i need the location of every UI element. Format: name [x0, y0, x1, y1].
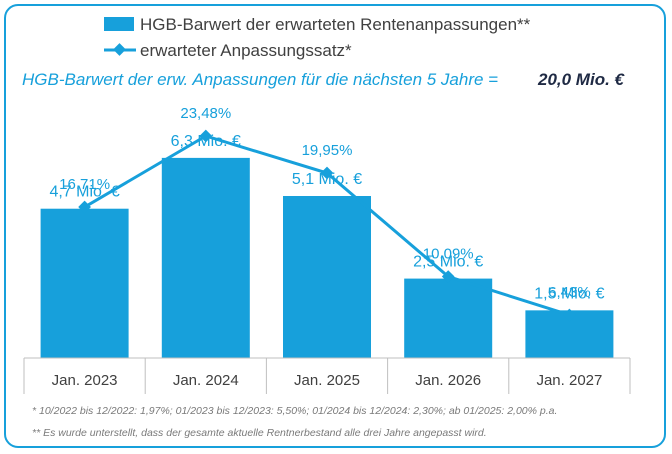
bar — [161, 157, 250, 358]
x-tick-label: Jan. 2023 — [52, 372, 118, 389]
line-marker — [441, 270, 455, 283]
x-axis-ticks: Jan. 2023 Jan. 2024 Jan. 2025 Jan. 2026 Jan.… — [23, 358, 631, 394]
legend: HGB-Barwert der erwarteten Rentenanpassu… — [104, 15, 531, 60]
footnote-2: ** Es wurde unterstellt, dass der gesamt… — [32, 427, 487, 439]
line-value-label: 10,09% — [423, 246, 474, 263]
line-marker — [78, 200, 91, 214]
summary-value: 20,0 Mio. € — [537, 70, 626, 89]
bar — [283, 196, 371, 358]
bar — [40, 208, 129, 358]
bar-value-label: 2,5 Mio. € — [413, 254, 483, 271]
footnote-1: * 10/2022 bis 12/2022: 1,97%; 01/2023 bi… — [32, 405, 557, 417]
line-value-label: 23,48% — [180, 105, 231, 122]
summary-label: HGB-Barwert der erw. Anpassungen für die… — [22, 70, 498, 89]
line-marker — [320, 166, 334, 180]
x-tick-label: Jan. 2025 — [294, 372, 360, 389]
bar-value-label: 5,1 Mio. € — [292, 171, 362, 188]
bar — [404, 278, 493, 358]
line-value-labels: 16,71% 23,48% 19,95% 10,09% 6,43% — [59, 105, 591, 301]
bar-series — [40, 157, 614, 358]
x-tick-label: Jan. 2027 — [536, 372, 602, 389]
legend-line-label: erwarteter Anpassungssatz* — [140, 41, 352, 60]
legend-line-marker — [113, 43, 126, 56]
legend-bar-label: HGB-Barwert der erwarteten Rentenanpassu… — [140, 15, 531, 34]
line-marker — [199, 129, 213, 143]
bar-value-label: 1,5 Mio. € — [534, 285, 604, 302]
legend-bar-swatch — [104, 17, 134, 31]
line-value-label: 19,95% — [302, 142, 353, 159]
x-tick-label: Jan. 2026 — [415, 372, 481, 389]
line-value-label: 16,71% — [59, 176, 110, 193]
line-value-label: 6,43% — [548, 284, 591, 301]
x-tick-label: Jan. 2024 — [173, 372, 239, 389]
